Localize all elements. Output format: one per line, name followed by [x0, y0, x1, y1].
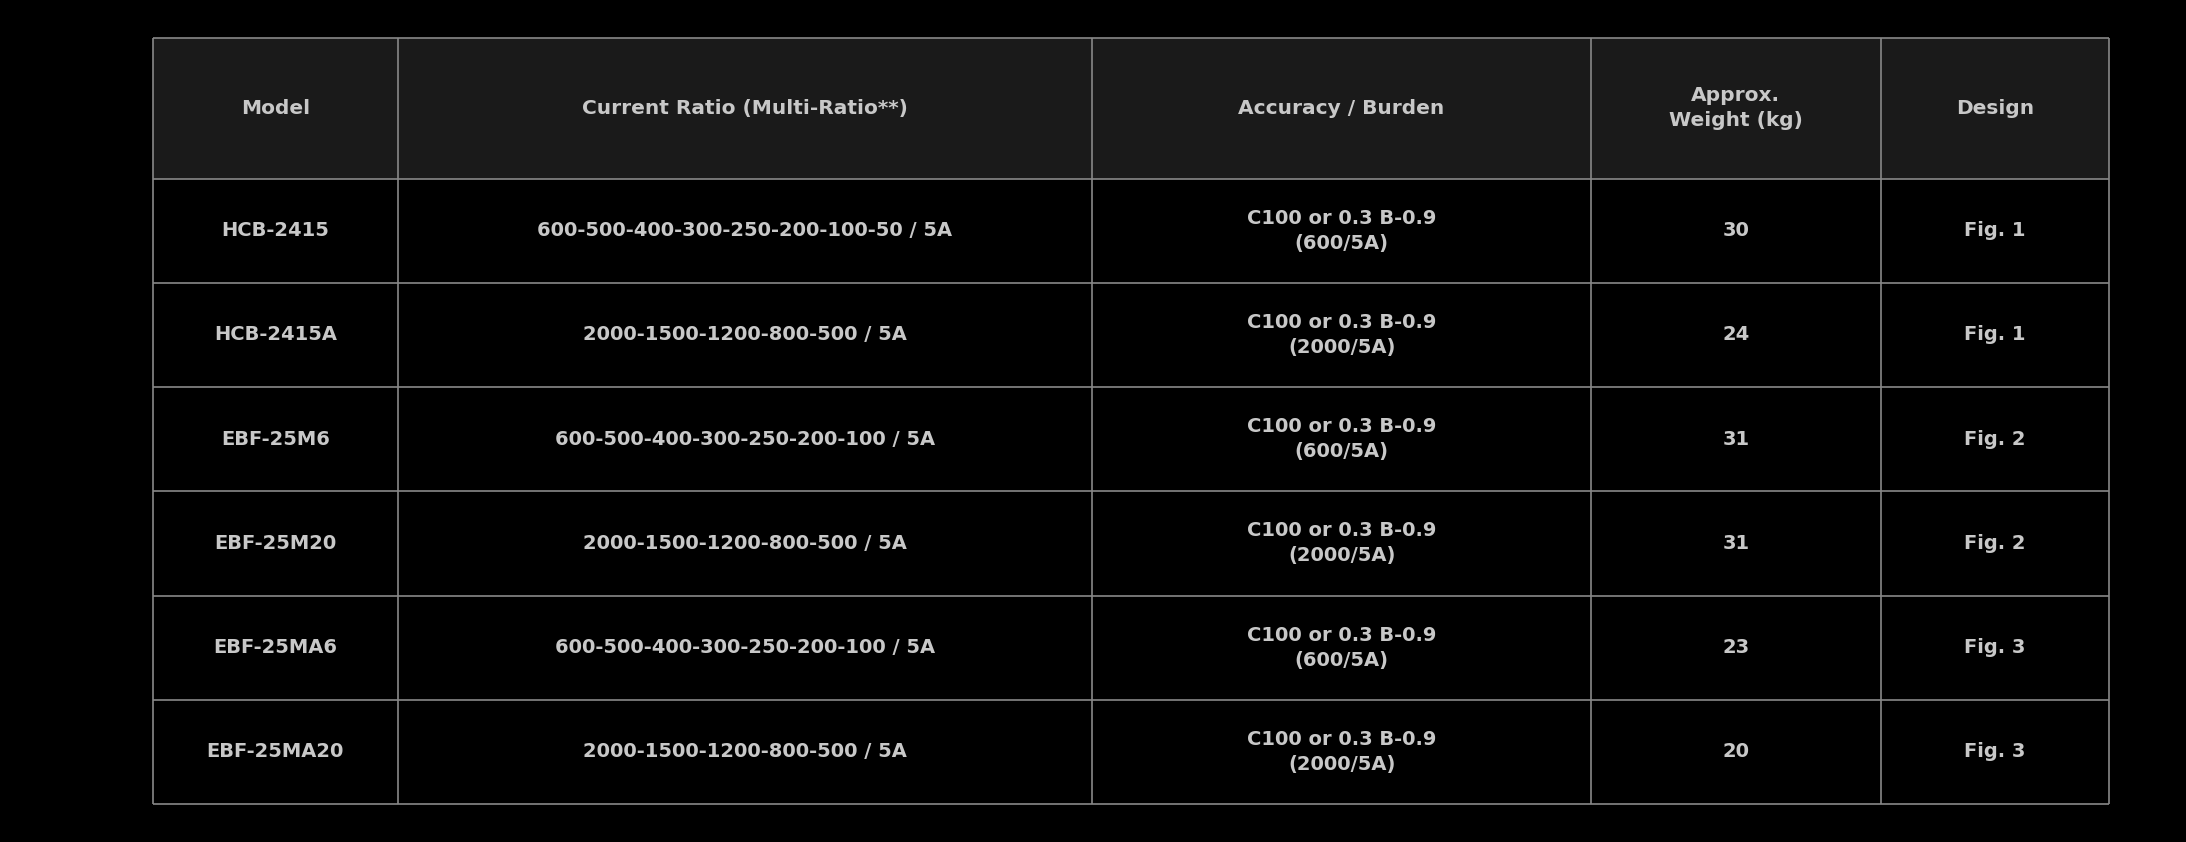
Text: 600-500-400-300-250-200-100-50 / 5A: 600-500-400-300-250-200-100-50 / 5A [538, 221, 953, 240]
Text: HCB-2415: HCB-2415 [221, 221, 330, 240]
Text: 31: 31 [1723, 429, 1749, 449]
Text: HCB-2415A: HCB-2415A [214, 326, 337, 344]
FancyBboxPatch shape [153, 38, 2109, 804]
FancyBboxPatch shape [153, 283, 2109, 387]
Text: C100 or 0.3 B-0.9
(2000/5A): C100 or 0.3 B-0.9 (2000/5A) [1246, 521, 1436, 566]
FancyBboxPatch shape [153, 179, 2109, 283]
Text: C100 or 0.3 B-0.9
(2000/5A): C100 or 0.3 B-0.9 (2000/5A) [1246, 730, 1436, 774]
Text: Fig. 2: Fig. 2 [1965, 534, 2026, 553]
Text: 20: 20 [1723, 743, 1749, 761]
Text: Fig. 1: Fig. 1 [1965, 326, 2026, 344]
Text: 600-500-400-300-250-200-100 / 5A: 600-500-400-300-250-200-100 / 5A [555, 638, 936, 658]
Text: 2000-1500-1200-800-500 / 5A: 2000-1500-1200-800-500 / 5A [584, 326, 907, 344]
FancyBboxPatch shape [153, 387, 2109, 492]
FancyBboxPatch shape [153, 38, 2109, 179]
Text: 600-500-400-300-250-200-100 / 5A: 600-500-400-300-250-200-100 / 5A [555, 429, 936, 449]
Text: Model: Model [240, 99, 310, 118]
Text: Approx.
Weight (kg): Approx. Weight (kg) [1668, 86, 1803, 131]
Text: Fig. 2: Fig. 2 [1965, 429, 2026, 449]
Text: Current Ratio (Multi-Ratio**): Current Ratio (Multi-Ratio**) [581, 99, 907, 118]
Text: C100 or 0.3 B-0.9
(2000/5A): C100 or 0.3 B-0.9 (2000/5A) [1246, 313, 1436, 357]
FancyBboxPatch shape [153, 700, 2109, 804]
Text: 23: 23 [1723, 638, 1749, 658]
Text: EBF-25M6: EBF-25M6 [221, 429, 330, 449]
Text: C100 or 0.3 B-0.9
(600/5A): C100 or 0.3 B-0.9 (600/5A) [1246, 418, 1436, 461]
Text: 31: 31 [1723, 534, 1749, 553]
Text: EBF-25MA20: EBF-25MA20 [208, 743, 343, 761]
Text: Accuracy / Burden: Accuracy / Burden [1239, 99, 1445, 118]
Text: 30: 30 [1723, 221, 1749, 240]
FancyBboxPatch shape [153, 595, 2109, 700]
FancyBboxPatch shape [153, 492, 2109, 595]
Text: 2000-1500-1200-800-500 / 5A: 2000-1500-1200-800-500 / 5A [584, 743, 907, 761]
Text: C100 or 0.3 B-0.9
(600/5A): C100 or 0.3 B-0.9 (600/5A) [1246, 209, 1436, 253]
Text: Design: Design [1956, 99, 2035, 118]
Text: 24: 24 [1723, 326, 1749, 344]
Text: Fig. 3: Fig. 3 [1965, 743, 2026, 761]
Text: Fig. 3: Fig. 3 [1965, 638, 2026, 658]
Text: Fig. 1: Fig. 1 [1965, 221, 2026, 240]
Text: EBF-25M20: EBF-25M20 [214, 534, 337, 553]
Text: 2000-1500-1200-800-500 / 5A: 2000-1500-1200-800-500 / 5A [584, 534, 907, 553]
Text: C100 or 0.3 B-0.9
(600/5A): C100 or 0.3 B-0.9 (600/5A) [1246, 626, 1436, 669]
Text: EBF-25MA6: EBF-25MA6 [214, 638, 337, 658]
